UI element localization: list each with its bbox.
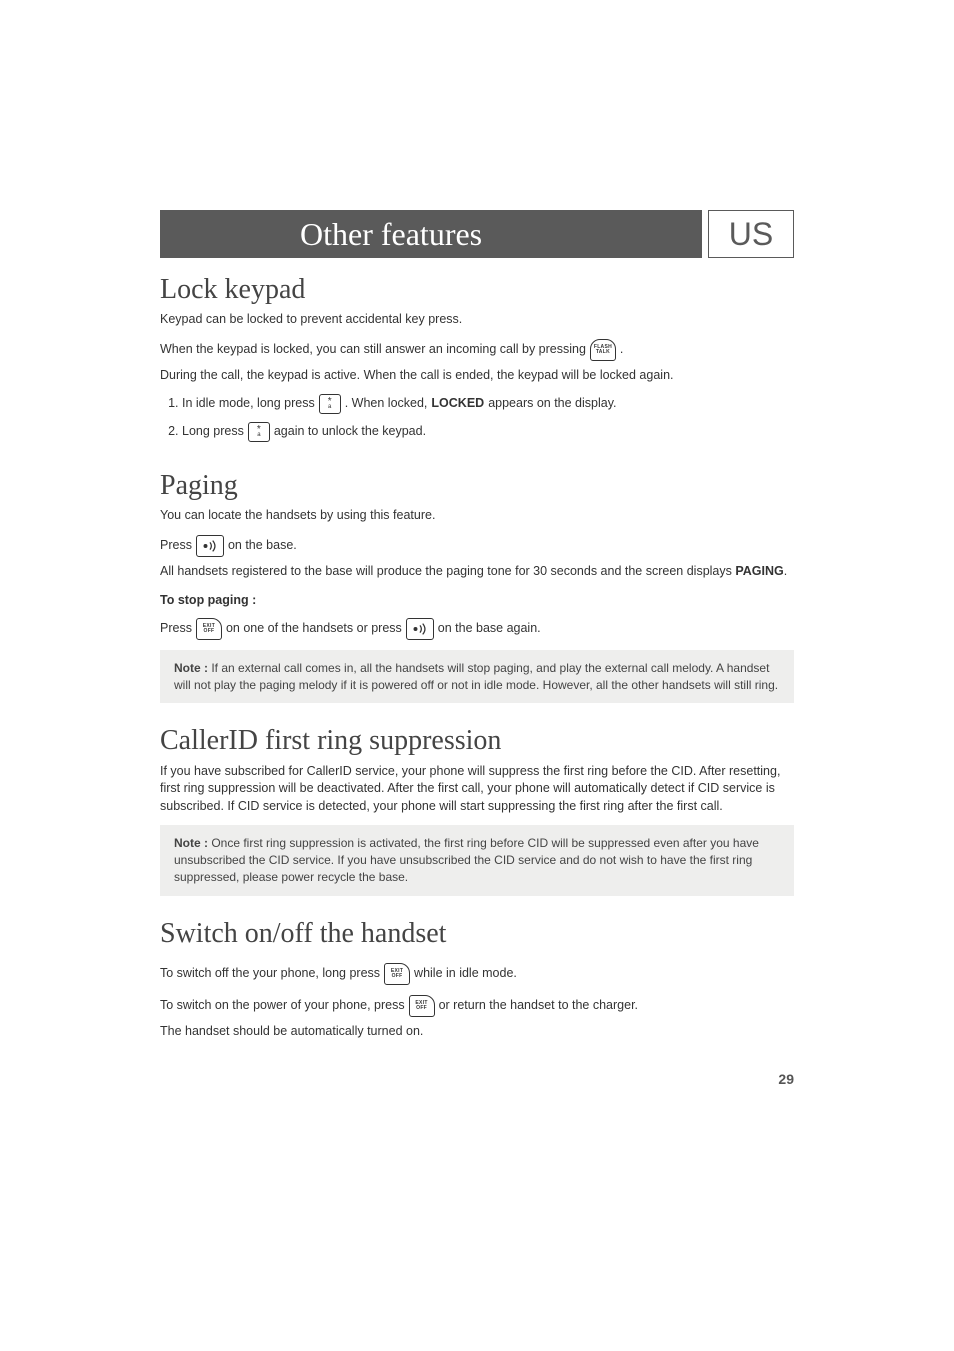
- note-label: Note :: [174, 836, 208, 850]
- note-label: Note :: [174, 661, 208, 675]
- text: on the base.: [228, 537, 297, 555]
- locked-label: LOCKED: [431, 395, 484, 413]
- section-title-switch: Switch on/off the handset: [160, 914, 794, 953]
- text: while in idle mode.: [414, 965, 517, 983]
- text: again to unlock the keypad.: [274, 423, 426, 441]
- star-key-icon: * a: [248, 422, 270, 442]
- text: In idle mode, long press: [182, 395, 315, 413]
- section-title-lock-keypad: Lock keypad: [160, 270, 794, 309]
- paging-key-icon: [406, 618, 434, 640]
- text: Press: [160, 537, 192, 555]
- text: .: [620, 341, 623, 359]
- section-title-callerid: CallerID first ring suppression: [160, 721, 794, 760]
- section-title-paging: Paging: [160, 466, 794, 505]
- text: Press: [160, 620, 192, 638]
- switch-off-line: To switch off the your phone, long press…: [160, 963, 794, 985]
- chapter-title: Other features: [160, 210, 702, 258]
- star-key-icon: * a: [319, 394, 341, 414]
- step-1: In idle mode, long press * a . When lock…: [182, 394, 794, 414]
- callerid-body: If you have subscribed for CallerID serv…: [160, 763, 794, 816]
- text: on one of the handsets or press: [226, 620, 402, 638]
- text: When the keypad is locked, you can still…: [160, 341, 586, 359]
- text: . When locked,: [345, 395, 428, 413]
- text: To switch on the power of your phone, pr…: [160, 997, 405, 1015]
- callerid-note: Note : Once first ring suppression is ac…: [160, 825, 794, 895]
- text: .: [784, 564, 787, 578]
- region-badge: US: [708, 210, 794, 258]
- stop-paging-heading: To stop paging :: [160, 592, 794, 610]
- key-label-bottom: a: [328, 405, 331, 410]
- lock-keypad-line2: During the call, the keypad is active. W…: [160, 367, 794, 385]
- text: or return the handset to the charger.: [439, 997, 638, 1015]
- paging-press-line: Press on the base.: [160, 535, 794, 557]
- talk-key-icon: FLASH TALK: [590, 339, 616, 361]
- paging-result: All handsets registered to the base will…: [160, 563, 794, 581]
- lock-keypad-steps: In idle mode, long press * a . When lock…: [160, 394, 794, 442]
- switch-auto-text: The handset should be automatically turn…: [160, 1023, 794, 1041]
- page-number: 29: [160, 1070, 794, 1090]
- text: appears on the display.: [488, 395, 616, 413]
- paging-note: Note : If an external call comes in, all…: [160, 650, 794, 704]
- key-label-bottom: TALK: [596, 350, 610, 355]
- text: All handsets registered to the base will…: [160, 564, 735, 578]
- paging-label: PAGING: [735, 564, 783, 578]
- key-label-bottom: OFF: [416, 1006, 427, 1011]
- switch-on-line: To switch on the power of your phone, pr…: [160, 995, 794, 1017]
- paging-key-icon: [196, 535, 224, 557]
- note-text: If an external call comes in, all the ha…: [174, 661, 778, 692]
- off-key-icon: EXIT OFF: [196, 618, 222, 640]
- off-key-icon: EXIT OFF: [384, 963, 410, 985]
- key-label-bottom: a: [257, 433, 260, 438]
- chapter-header: Other features US: [160, 210, 794, 258]
- lock-keypad-line1: When the keypad is locked, you can still…: [160, 339, 794, 361]
- key-label-bottom: OFF: [204, 629, 215, 634]
- text: on the base again.: [438, 620, 541, 638]
- lock-keypad-intro: Keypad can be locked to prevent accident…: [160, 311, 794, 329]
- note-text: Once first ring suppression is activated…: [174, 836, 759, 884]
- step-2: Long press * a again to unlock the keypa…: [182, 422, 794, 442]
- key-label-bottom: OFF: [392, 974, 403, 979]
- stop-paging-line: Press EXIT OFF on one of the handsets or…: [160, 618, 794, 640]
- text: To switch off the your phone, long press: [160, 965, 380, 983]
- paging-intro: You can locate the handsets by using thi…: [160, 507, 794, 525]
- text: Long press: [182, 423, 244, 441]
- off-key-icon: EXIT OFF: [409, 995, 435, 1017]
